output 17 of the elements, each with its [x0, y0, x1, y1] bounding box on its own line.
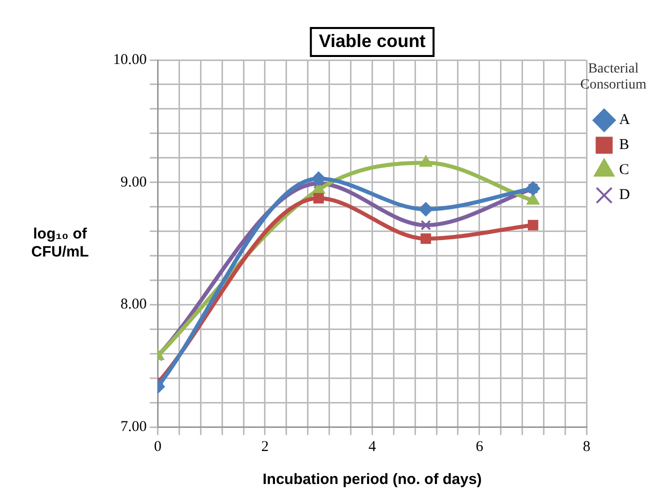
legend-label: A [619, 112, 630, 128]
legend-title: Bacterial Consortium [580, 62, 646, 93]
y-tick-label: 8.00 [120, 296, 147, 313]
legend-label: B [619, 137, 630, 154]
legend-label: D [619, 187, 630, 204]
legend-label: C [619, 162, 630, 178]
x-tick-label: 2 [261, 438, 269, 455]
y-tick-label: 10.00 [113, 52, 147, 68]
y-tick-label: 9.00 [120, 174, 147, 190]
y-tick-label: 7.00 [120, 418, 147, 435]
y-axis-title: log₁₀ of CFU/mL [31, 226, 89, 261]
x-tick-label: 6 [476, 438, 484, 455]
x-tick-label: 0 [154, 438, 162, 455]
chart-title: Viable count [318, 30, 426, 51]
x-axis-title: Incubation period (no. of days) [262, 471, 482, 488]
x-tick-label: 4 [368, 438, 376, 455]
x-tick-label: 8 [582, 438, 590, 455]
